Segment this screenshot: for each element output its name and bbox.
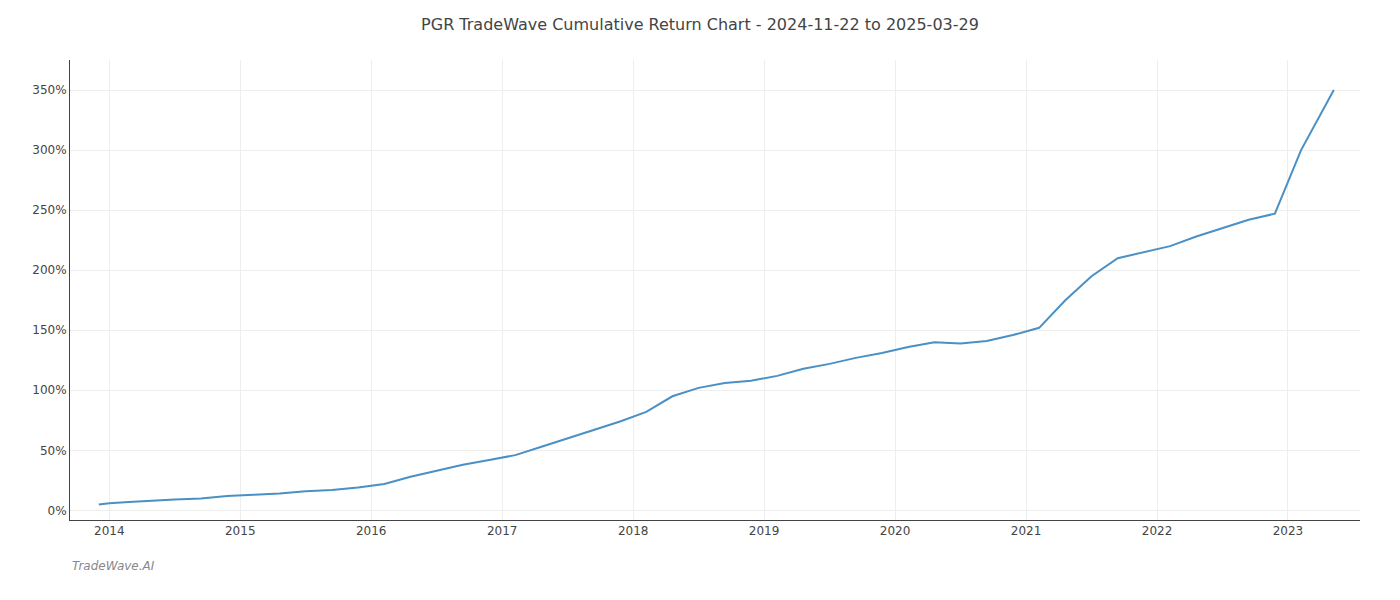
svg-text:150%: 150% xyxy=(32,323,66,337)
svg-text:100%: 100% xyxy=(32,383,66,397)
svg-text:0%: 0% xyxy=(48,504,67,518)
svg-text:TradeWave.AI: TradeWave.AI xyxy=(72,559,155,573)
svg-text:350%: 350% xyxy=(32,83,66,97)
svg-text:2018: 2018 xyxy=(618,524,649,538)
svg-text:2016: 2016 xyxy=(356,524,387,538)
svg-text:2017: 2017 xyxy=(487,524,518,538)
svg-text:2021: 2021 xyxy=(1011,524,1042,538)
svg-text:PGR TradeWave Cumulative Retur: PGR TradeWave Cumulative Return Chart - … xyxy=(421,15,979,34)
svg-text:300%: 300% xyxy=(32,143,66,157)
svg-text:2023: 2023 xyxy=(1273,524,1304,538)
svg-text:200%: 200% xyxy=(32,263,66,277)
svg-text:50%: 50% xyxy=(40,444,67,458)
svg-text:2015: 2015 xyxy=(225,524,256,538)
svg-text:2020: 2020 xyxy=(880,524,911,538)
svg-text:2022: 2022 xyxy=(1142,524,1173,538)
svg-text:250%: 250% xyxy=(32,203,66,217)
svg-text:2019: 2019 xyxy=(749,524,780,538)
svg-text:2014: 2014 xyxy=(94,524,125,538)
